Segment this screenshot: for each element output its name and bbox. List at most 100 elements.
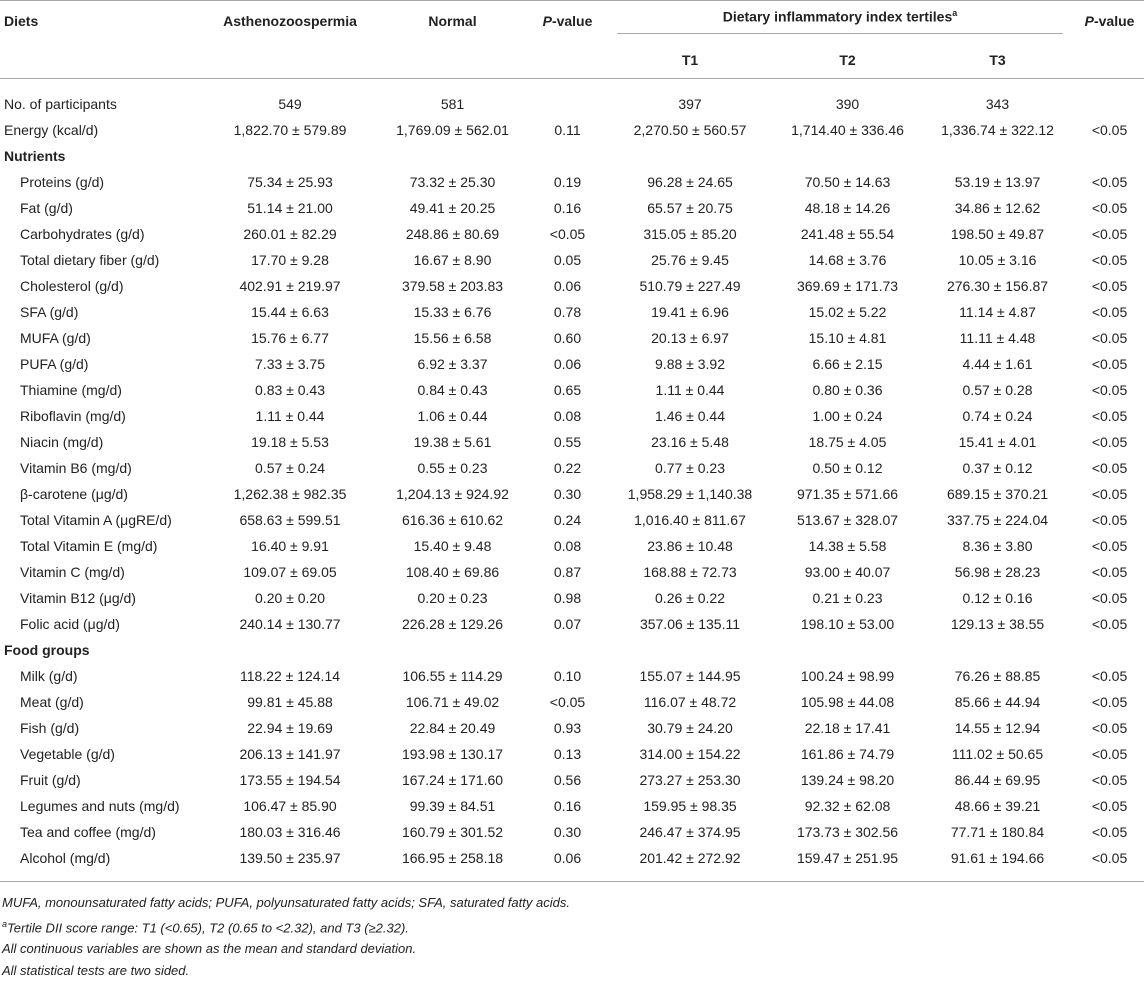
table-row: Fish (g/d) 22.94 ± 19.69 22.84 ± 20.49 0.93… (0, 715, 1144, 741)
table-cell: <0.05 (1091, 616, 1128, 632)
table-cell: 0.78 (553, 304, 582, 320)
table-cell: 1.11 ± 0.44 (255, 408, 325, 424)
table-cell: 241.48 ± 55.54 (800, 226, 895, 242)
table-row: Milk (g/d) 118.22 ± 124.14 106.55 ± 114.29… (0, 663, 1144, 689)
header-cell: T1 (605, 41, 775, 79)
table-cell: 260.01 ± 82.29 (243, 226, 337, 242)
table-cell: <0.05 (1091, 460, 1128, 476)
header-cell: Diets (0, 0, 205, 79)
table-cell: 0.84 ± 0.43 (417, 382, 488, 398)
table-cell: 73.32 ± 25.30 (409, 174, 496, 190)
table-cell: 315.05 ± 85.20 (643, 226, 737, 242)
table-cell: <0.05 (1091, 278, 1128, 294)
table-row: Vitamin C (mg/d) 109.07 ± 69.05 108.40 ± 6… (0, 559, 1144, 585)
table-cell: 1.11 ± 0.44 (655, 382, 725, 398)
header-cell: P-value (530, 0, 605, 79)
row-label: Fish (g/d) (20, 720, 80, 736)
table-cell: 0.10 (553, 668, 582, 684)
table-cell: 0.77 ± 0.23 (655, 460, 725, 476)
table-cell: 248.86 ± 80.69 (405, 226, 500, 242)
table-cell: 0.21 ± 0.23 (812, 590, 883, 606)
table-cell: 276.30 ± 156.87 (946, 278, 1049, 294)
table-cell: 1,822.70 ± 579.89 (233, 122, 347, 138)
table-cell: 581 (440, 96, 465, 112)
table-cell: 689.15 ± 370.21 (946, 486, 1049, 502)
table-cell: <0.05 (1091, 382, 1128, 398)
table-cell: 379.58 ± 203.83 (401, 278, 504, 294)
row-label: PUFA (g/d) (20, 356, 89, 372)
table-cell: <0.05 (1091, 122, 1128, 138)
table-cell: 48.18 ± 14.26 (804, 200, 891, 216)
table-cell: 161.86 ± 74.79 (800, 746, 895, 762)
table-cell: 337.75 ± 224.04 (946, 512, 1049, 528)
table-body: No. of participants 549 581 397 390 343 Energy… (0, 79, 1144, 882)
table-cell: 0.24 (553, 512, 582, 528)
row-label: Total Vitamin A (μgRE/d) (20, 512, 172, 528)
table-cell: 34.86 ± 12.62 (954, 200, 1041, 216)
row-label: Vegetable (g/d) (20, 746, 115, 762)
table-cell: 1,204.13 ± 924.92 (396, 486, 509, 502)
table-cell: 155.07 ± 144.95 (639, 668, 741, 684)
table-cell: <0.05 (1091, 252, 1128, 268)
footnote-text: Tertile DII score range: T1 (<0.65), T2 … (7, 919, 409, 935)
table-cell: 22.18 ± 17.41 (804, 720, 891, 736)
table-cell: 198.50 ± 49.87 (950, 226, 1045, 242)
table-row: Proteins (g/d) 75.34 ± 25.93 73.32 ± 25.30… (0, 169, 1144, 195)
table-cell: 343 (985, 96, 1010, 112)
section-row: Nutrients (0, 143, 1144, 169)
table-cell: 76.26 ± 88.85 (954, 668, 1041, 684)
table-cell: 22.94 ± 19.69 (247, 720, 333, 736)
table-cell: 0.56 (553, 772, 582, 788)
table-cell: 11.11 ± 4.48 (959, 330, 1036, 346)
table-cell: 1.00 ± 0.24 (812, 408, 883, 424)
table-cell: <0.05 (1091, 200, 1128, 216)
row-label: Proteins (g/d) (20, 174, 105, 190)
table-row: Vitamin B12 (μg/d) 0.20 ± 0.20 0.20 ± 0.23… (0, 585, 1144, 611)
table-cell: 0.60 (553, 330, 582, 346)
row-label: Carbohydrates (g/d) (20, 226, 145, 242)
table-cell: <0.05 (1091, 486, 1128, 502)
row-label: Folic acid (μg/d) (20, 616, 120, 632)
table-cell: 390 (835, 96, 860, 112)
table-cell: 1,016.40 ± 811.67 (634, 512, 746, 528)
table-cell: 93.00 ± 40.07 (804, 564, 891, 580)
table-row: Tea and coffee (mg/d) 180.03 ± 316.46 160.… (0, 819, 1144, 845)
header-cell: T3 (920, 41, 1076, 79)
table-cell: 0.07 (553, 616, 582, 632)
header-cell: P-value (1075, 0, 1144, 79)
table-cell: <0.05 (1091, 772, 1128, 788)
table-row: Total dietary fiber (g/d) 17.70 ± 9.28 16.… (0, 247, 1144, 273)
row-label: Meat (g/d) (20, 694, 84, 710)
row-label: Legumes and nuts (mg/d) (20, 798, 180, 814)
table-cell: 14.55 ± 12.94 (954, 720, 1041, 736)
row-label: Milk (g/d) (20, 668, 78, 684)
table-cell: 77.71 ± 180.84 (950, 824, 1045, 840)
table-cell: 15.56 ± 6.58 (413, 330, 492, 346)
table-cell: 1,958.29 ± 1,140.38 (627, 486, 753, 502)
table-cell: 116.07 ± 48.72 (643, 694, 737, 710)
table-cell: <0.05 (1091, 850, 1128, 866)
table-cell: 105.98 ± 44.08 (800, 694, 895, 710)
table-cell: 0.26 ± 0.22 (655, 590, 725, 606)
table-cell: 0.93 (553, 720, 582, 736)
table-cell: 111.02 ± 50.65 (951, 746, 1044, 762)
row-label: Fruit (g/d) (20, 772, 81, 788)
table-cell: 25.76 ± 9.45 (651, 252, 729, 268)
table-cell: <0.05 (1091, 304, 1128, 320)
table-cell: 0.05 (553, 252, 582, 268)
table-cell: 0.22 (553, 460, 582, 476)
row-label: Total Vitamin E (mg/d) (20, 538, 158, 554)
table-cell: 100.24 ± 98.99 (800, 668, 895, 684)
table-cell: 10.05 ± 3.16 (958, 252, 1037, 268)
table-cell: 357.06 ± 135.11 (639, 616, 741, 632)
table-cell: 0.83 ± 0.43 (255, 382, 325, 398)
table-cell: 51.14 ± 21.00 (247, 200, 333, 216)
footnote: All statistical tests are two sided. (2, 962, 190, 978)
table-cell: 0.65 (553, 382, 582, 398)
table-cell: 402.91 ± 219.97 (239, 278, 341, 294)
table-cell: 129.13 ± 38.55 (950, 616, 1045, 632)
table-cell: 15.44 ± 6.63 (251, 304, 329, 320)
table-cell: 198.10 ± 53.00 (800, 616, 895, 632)
row-label: Vitamin B6 (mg/d) (20, 460, 132, 476)
table-cell: 23.86 ± 10.48 (647, 538, 733, 554)
